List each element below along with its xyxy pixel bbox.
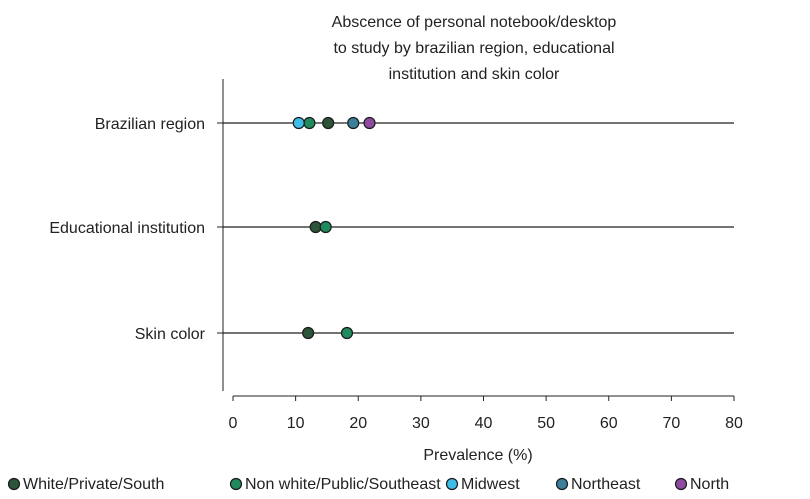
- legend-marker: [229, 477, 243, 491]
- legend-label: Non white/Public/Southeast: [245, 476, 441, 493]
- category-label: Skin color: [135, 326, 206, 343]
- legend-marker: [7, 477, 21, 491]
- x-tick-label: 30: [412, 415, 430, 432]
- legend-label: White/Private/South: [23, 476, 164, 493]
- x-axis: 0 10 20 30 40 50 60 70 80: [229, 395, 743, 432]
- data-point: [322, 116, 335, 130]
- data-point: [363, 116, 376, 130]
- data-points: [292, 116, 376, 340]
- x-tick-label: 50: [537, 415, 555, 432]
- x-tick-label: 60: [600, 415, 618, 432]
- data-point: [302, 326, 315, 340]
- legend-marker: [445, 477, 459, 491]
- data-point: [347, 116, 360, 130]
- data-point: [303, 116, 316, 130]
- data-point: [340, 326, 354, 340]
- data-point: [292, 116, 305, 130]
- chart-title-line-3: institution and skin color: [389, 66, 560, 83]
- data-point: [319, 220, 332, 234]
- legend-label: Northeast: [571, 476, 641, 493]
- x-axis-title: Prevalence (%): [423, 447, 532, 464]
- x-tick-label: 20: [349, 415, 367, 432]
- legend-marker: [674, 477, 688, 491]
- chart-title-line-1: Abscence of personal notebook/desktop: [332, 14, 617, 31]
- legend-marker: [555, 477, 569, 491]
- legend-label: Midwest: [461, 476, 520, 493]
- category-label: Brazilian region: [95, 116, 205, 133]
- x-tick-label: 80: [725, 415, 743, 432]
- x-tick-label: 10: [287, 415, 305, 432]
- category-rows: Brazilian region Educational institution S…: [49, 116, 734, 343]
- x-tick-label: 40: [475, 415, 493, 432]
- x-tick-label: 70: [662, 415, 680, 432]
- chart-title-line-2: to study by brazilian region, educationa…: [333, 40, 614, 57]
- chart-title: Abscence of personal notebook/desktop to…: [332, 14, 617, 83]
- legend-label: North: [690, 476, 729, 493]
- category-label: Educational institution: [49, 220, 205, 237]
- data-point: [309, 220, 322, 234]
- x-tick-label: 0: [229, 415, 238, 432]
- legend: White/Private/South Non white/Public/Sout…: [7, 476, 729, 493]
